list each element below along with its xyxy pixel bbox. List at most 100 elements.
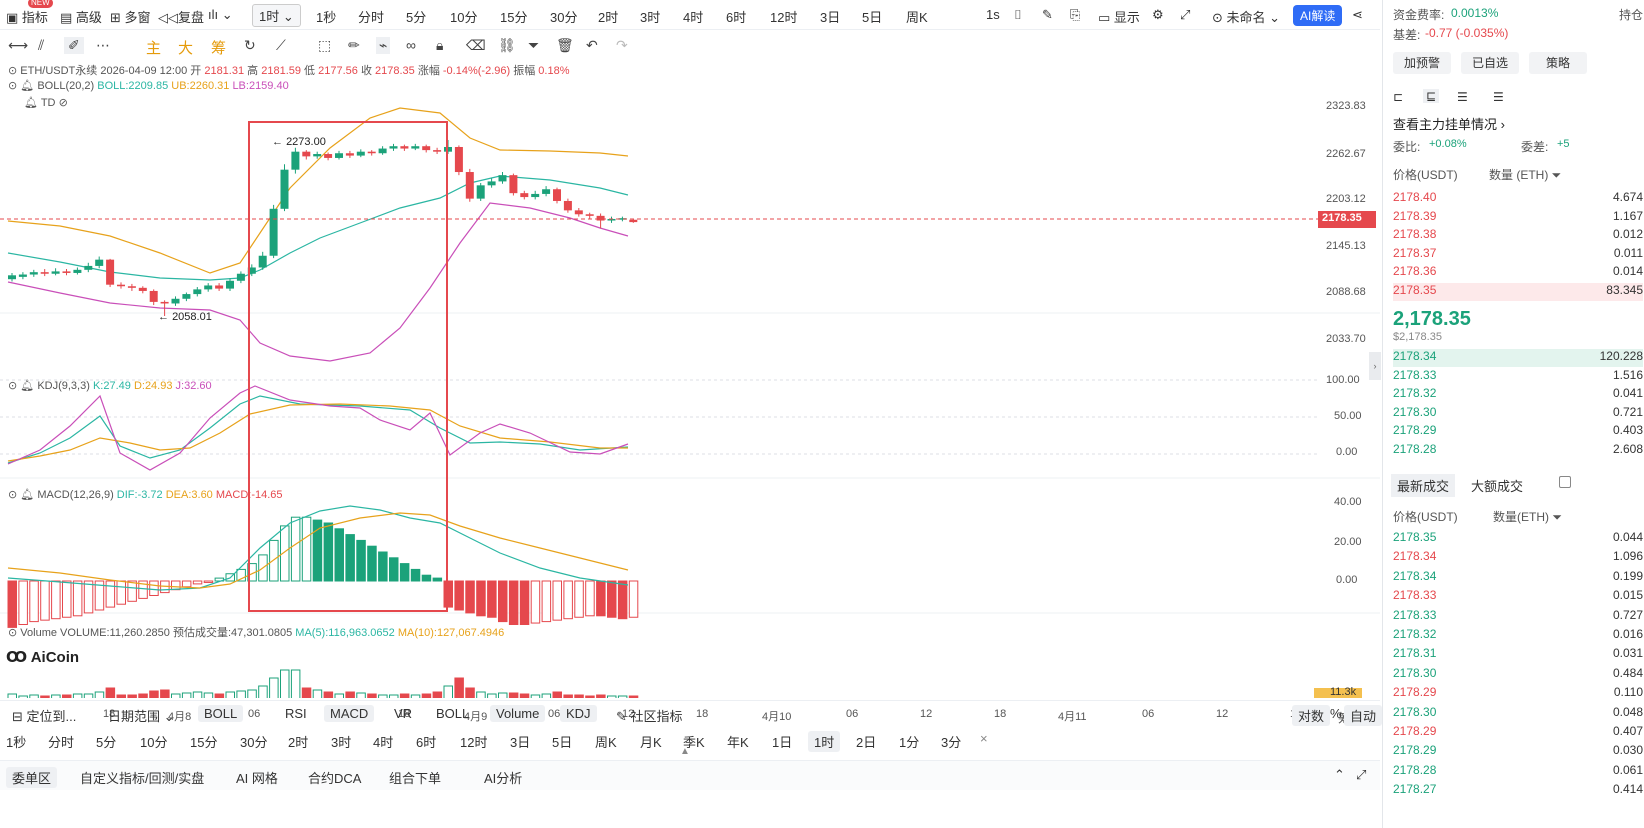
- tab-custom-indicator[interactable]: 自定义指标/回测/实盘: [80, 771, 205, 786]
- trade-row[interactable]: 2178.34 0.199: [1393, 569, 1643, 587]
- period-5m[interactable]: 5分: [96, 735, 117, 750]
- magnet-icon[interactable]: ⌁: [376, 37, 391, 54]
- period-1s[interactable]: 1秒: [6, 735, 27, 750]
- interval-week[interactable]: 周K: [906, 10, 928, 25]
- tab-combo-order[interactable]: 组合下单: [389, 771, 442, 786]
- interval-30m[interactable]: 30分: [550, 10, 578, 25]
- advanced-button[interactable]: ▤ 高级: [60, 10, 102, 25]
- ask-row[interactable]: 2178.35 83.345: [1393, 282, 1643, 301]
- interval-1s[interactable]: 1秒: [316, 10, 337, 25]
- indicator-vr[interactable]: VR: [394, 706, 413, 721]
- orderbook-asks-icon[interactable]: ☰: [1493, 90, 1504, 104]
- chart-canvas[interactable]: [0, 58, 1380, 698]
- trades-col-qty[interactable]: 数量(ETH) ⏷: [1493, 510, 1562, 524]
- period-1m[interactable]: 1分: [899, 735, 920, 750]
- redo-icon[interactable]: ↷: [616, 37, 628, 53]
- period-10m[interactable]: 10分: [140, 735, 168, 750]
- period-year[interactable]: 年K: [727, 735, 749, 750]
- period-4h[interactable]: 4时: [373, 735, 394, 750]
- interval-10m[interactable]: 10分: [450, 10, 478, 25]
- period-month[interactable]: 月K: [640, 735, 662, 750]
- settings-icon[interactable]: ⚙: [1152, 7, 1164, 22]
- tab-orders[interactable]: 委单区: [6, 767, 58, 788]
- indicators-button[interactable]: ▣ 指标: [6, 10, 48, 25]
- bid-row[interactable]: 2178.29 0.403: [1393, 423, 1643, 441]
- cycle-icon[interactable]: ↻: [244, 37, 256, 53]
- period-3m[interactable]: 3分: [941, 735, 962, 750]
- tab-big-trades[interactable]: 大额成交: [1471, 479, 1524, 494]
- trade-row[interactable]: 2178.33 0.727: [1393, 608, 1643, 626]
- trade-row[interactable]: 2178.30 0.484: [1393, 666, 1643, 684]
- chart-type-button[interactable]: ılı ⌄: [208, 7, 233, 22]
- share-icon[interactable]: ⋖: [1352, 7, 1363, 22]
- trade-row[interactable]: 2178.30 0.048: [1393, 705, 1643, 723]
- bid-row[interactable]: 2178.33 1.516: [1393, 368, 1643, 386]
- trade-row[interactable]: 2178.33 0.015: [1393, 588, 1643, 606]
- collapse-icon[interactable]: ⊙: [8, 489, 18, 501]
- main-orders-link[interactable]: 查看主力挂单情况 ›: [1393, 117, 1505, 132]
- col-qty[interactable]: 数量 (ETH) ⏷: [1489, 168, 1562, 182]
- replay-button[interactable]: ◁◁复盘: [158, 10, 205, 25]
- percent-toggle[interactable]: %: [1330, 706, 1342, 721]
- filter-icon[interactable]: ⏷: [528, 37, 540, 53]
- template-select[interactable]: ⊙ 未命名 ⌄: [1212, 10, 1281, 25]
- select-icon[interactable]: ⬚: [318, 37, 332, 53]
- main-chart-toggle[interactable]: 主: [146, 40, 162, 57]
- period-quarter[interactable]: 季K: [683, 735, 705, 750]
- horizontal-line-icon[interactable]: ⟷: [8, 37, 29, 53]
- indicator-volume[interactable]: Volume: [490, 705, 546, 722]
- lock-icon[interactable]: 🔒︎: [436, 37, 444, 53]
- maximize-icon[interactable]: ⤢: [1356, 767, 1367, 782]
- ask-row[interactable]: 2178.39 1.167: [1393, 209, 1643, 227]
- collapse-arrow-icon[interactable]: ▲: [680, 746, 690, 757]
- period-30m[interactable]: 30分: [240, 735, 268, 750]
- close-icon[interactable]: ×: [980, 731, 988, 746]
- trade-row[interactable]: 2178.34 1.096: [1393, 549, 1643, 567]
- interval-timeshare[interactable]: 分时: [358, 10, 385, 25]
- bid-row[interactable]: 2178.28 2.608: [1393, 442, 1643, 460]
- log-scale-toggle[interactable]: 对数: [1292, 705, 1331, 726]
- edit-icon[interactable]: ✎: [1042, 7, 1053, 22]
- period-1h[interactable]: 1时: [808, 731, 841, 752]
- ask-row[interactable]: 2178.36 0.014: [1393, 264, 1643, 282]
- clear-icon[interactable]: ⌫: [466, 37, 486, 53]
- ask-row[interactable]: 2178.40 4.674: [1393, 190, 1643, 208]
- ai-read-button[interactable]: AI解读: [1293, 5, 1343, 26]
- interval-3d[interactable]: 3日: [820, 10, 841, 25]
- trade-row[interactable]: 2178.31 0.031: [1393, 646, 1643, 664]
- more-icon[interactable]: ⋯: [96, 37, 110, 53]
- fullscreen-icon[interactable]: ⤢: [1180, 7, 1191, 22]
- trade-row[interactable]: 2178.29 0.407: [1393, 724, 1643, 742]
- bid-row[interactable]: 2178.32 0.041: [1393, 386, 1643, 404]
- orderbook-both-icon[interactable]: ⊏: [1393, 90, 1404, 104]
- brush-icon[interactable]: ✐: [64, 37, 84, 54]
- multiwindow-button[interactable]: ⊞ 多窗: [110, 10, 151, 25]
- period-week[interactable]: 周K: [595, 735, 617, 750]
- period-3d[interactable]: 3日: [510, 735, 531, 750]
- period-2d[interactable]: 2日: [856, 735, 877, 750]
- orderbook-mode-icon[interactable]: ⊑: [1423, 89, 1440, 103]
- orderbook-bids-icon[interactable]: ☰: [1457, 90, 1468, 104]
- kline-chart[interactable]: ⊙ ETH/USDT永续 2026-04-09 12:00 开 2181.31 …: [0, 58, 1380, 726]
- date-range-button[interactable]: 日期范围 ⌄: [108, 709, 175, 724]
- panel-collapse-handle[interactable]: ›: [1369, 352, 1381, 380]
- indicator-boll-main[interactable]: BOLL: [198, 705, 244, 722]
- ask-row[interactable]: 2178.38 0.012: [1393, 227, 1643, 245]
- bid-row[interactable]: 2178.34 120.228: [1393, 349, 1643, 367]
- strategy-button[interactable]: 策略: [1529, 52, 1587, 74]
- big-order-toggle[interactable]: 大: [178, 40, 194, 57]
- trade-row[interactable]: 2178.28 0.061: [1393, 763, 1643, 781]
- period-3h[interactable]: 3时: [331, 735, 352, 750]
- trade-row[interactable]: 2178.29 0.110: [1393, 685, 1643, 703]
- ask-row[interactable]: 2178.37 0.011: [1393, 246, 1643, 264]
- period-5d[interactable]: 5日: [552, 735, 573, 750]
- indicator-rsi[interactable]: RSI: [285, 706, 307, 721]
- collapse-icon[interactable]: ⊙: [8, 380, 18, 392]
- period-6h[interactable]: 6时: [416, 735, 437, 750]
- interval-2h[interactable]: 2时: [598, 10, 619, 25]
- auto-toggle[interactable]: 自动: [1344, 705, 1383, 726]
- interval-3h[interactable]: 3时: [640, 10, 661, 25]
- undo-icon[interactable]: ↶: [586, 37, 598, 53]
- trade-row[interactable]: 2178.35 0.044: [1393, 530, 1643, 548]
- collapse-icon[interactable]: ⊙: [8, 80, 18, 92]
